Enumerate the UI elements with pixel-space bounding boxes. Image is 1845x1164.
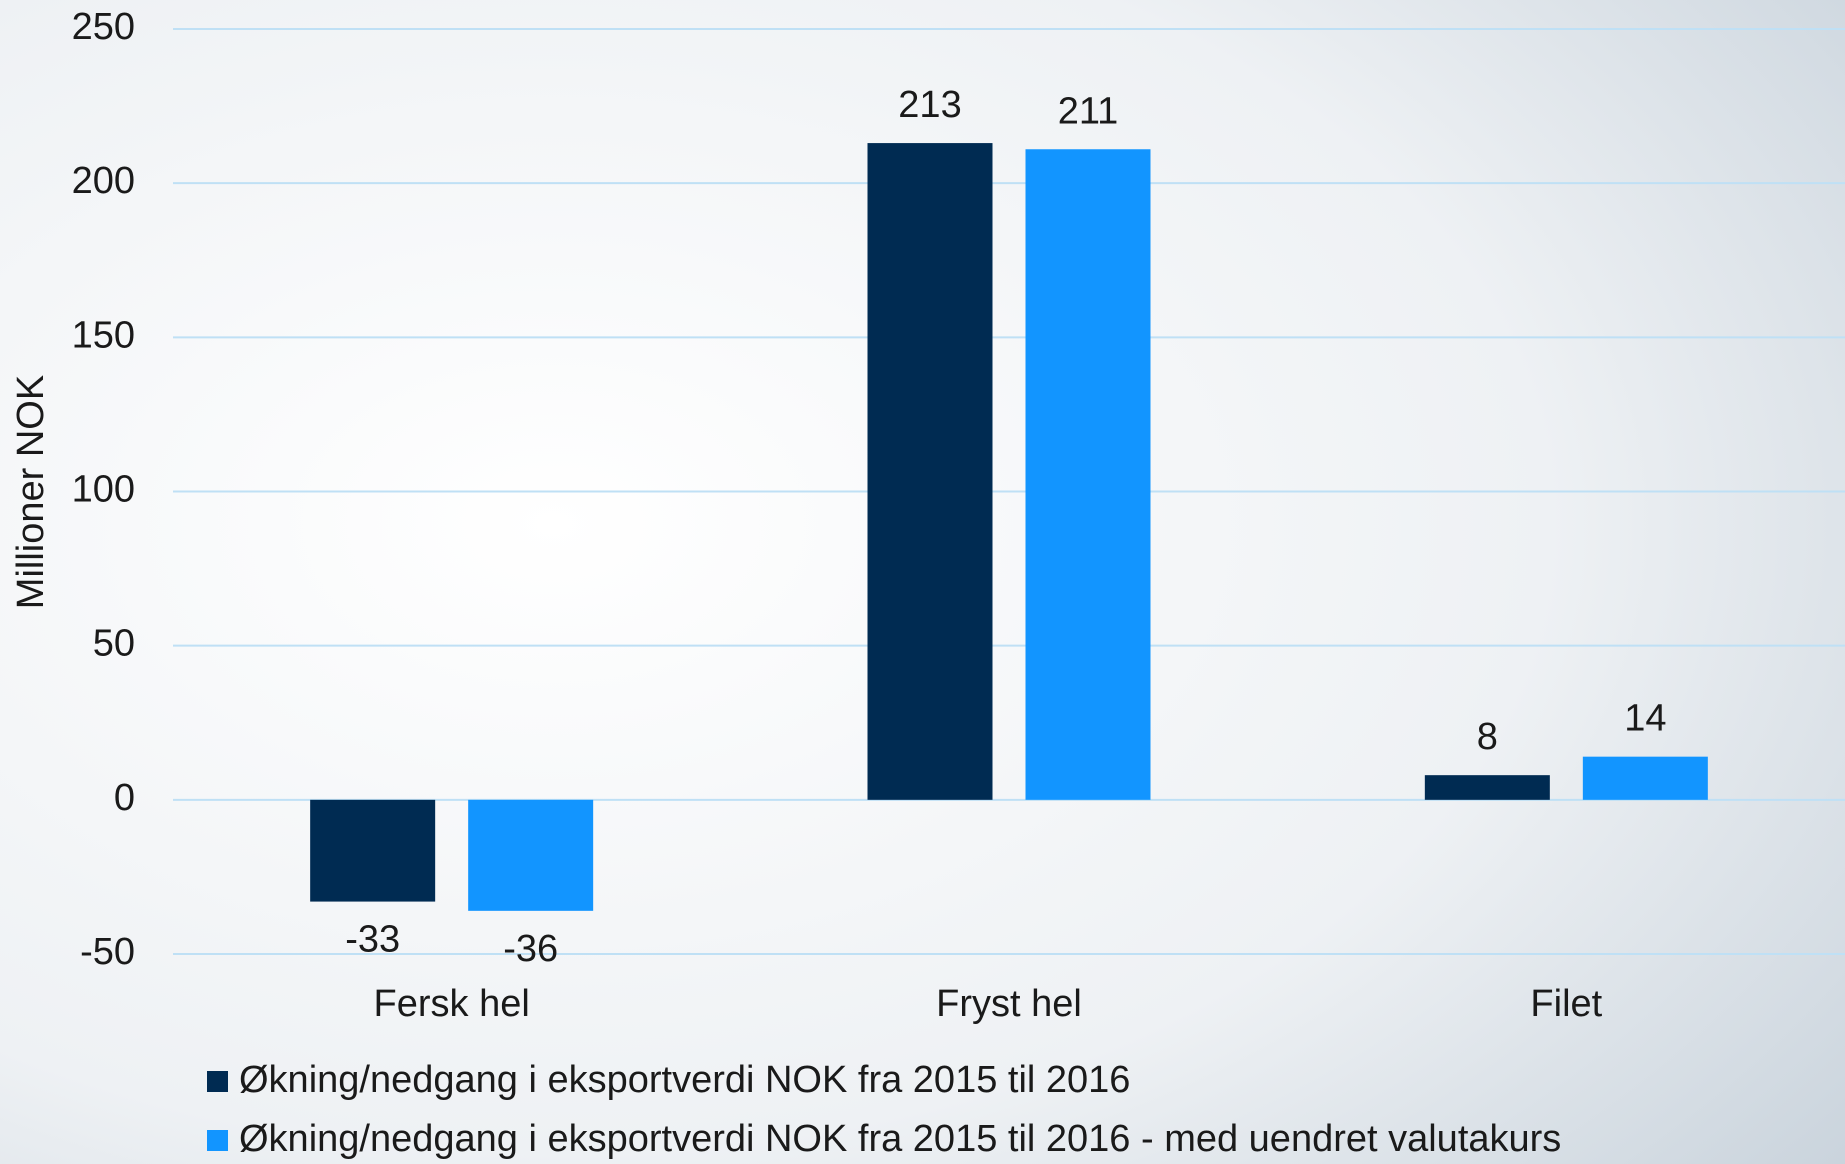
x-tick-label: Filet [1530, 983, 1602, 1025]
data-label: 211 [1058, 90, 1119, 132]
data-label: 14 [1624, 698, 1666, 740]
y-tick-label: 150 [72, 314, 135, 356]
y-tick-label: 200 [72, 160, 135, 202]
bar [468, 799, 594, 911]
x-tick-label: Fersk hel [374, 983, 530, 1025]
y-tick-label: 100 [72, 469, 135, 511]
data-label: 213 [898, 84, 961, 126]
y-tick-label: 250 [72, 6, 135, 48]
y-tick-label: -50 [80, 931, 135, 973]
y-axis-label: Millioner NOK [10, 375, 52, 609]
bar [1025, 149, 1151, 800]
bar [310, 799, 436, 902]
y-tick-label: 50 [93, 623, 135, 665]
data-label: -33 [345, 919, 400, 961]
bar [867, 143, 993, 800]
legend-swatch [207, 1130, 228, 1151]
data-label: 8 [1477, 716, 1498, 758]
bar [1582, 756, 1708, 800]
legend-swatch [207, 1071, 228, 1092]
bar [1424, 775, 1550, 800]
legend-label: Økning/nedgang i eksportverdi NOK fra 20… [239, 1059, 1130, 1101]
legend-label: Økning/nedgang i eksportverdi NOK fra 20… [239, 1118, 1561, 1160]
data-label: -36 [503, 928, 558, 970]
x-tick-label: Fryst hel [936, 983, 1082, 1025]
y-tick-label: 0 [114, 777, 135, 819]
